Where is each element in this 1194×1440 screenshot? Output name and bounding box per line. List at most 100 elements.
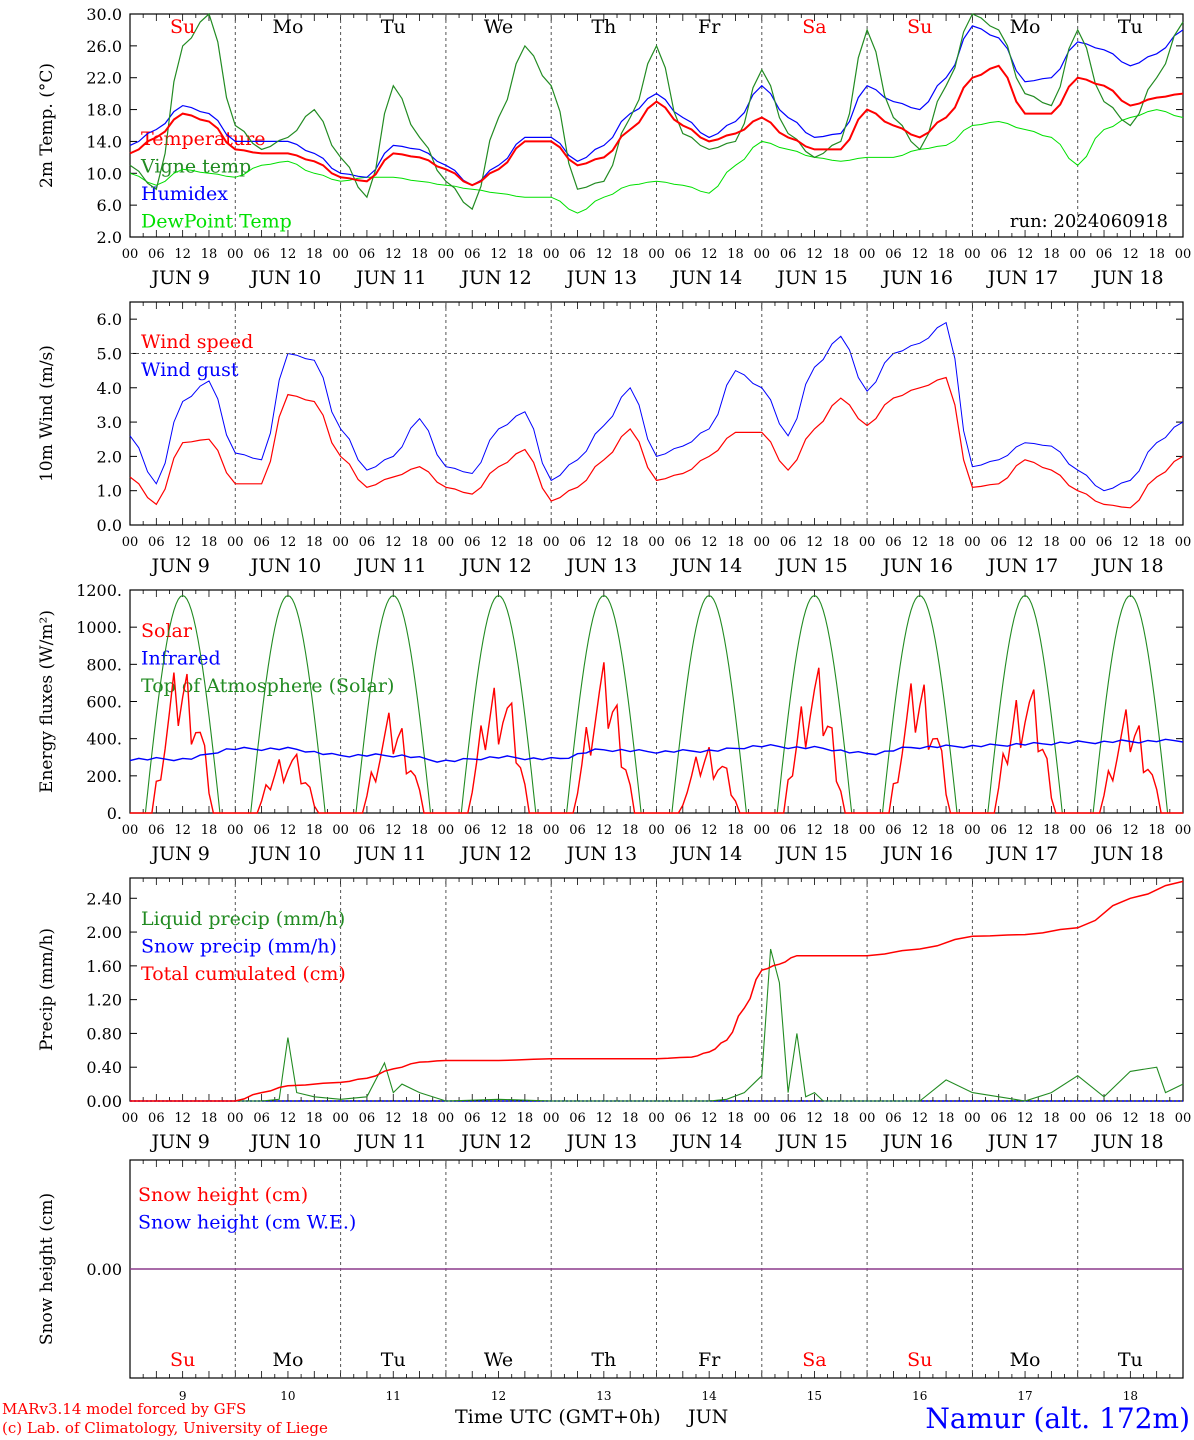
hour-tick-label: 06 (569, 823, 586, 838)
hour-tick-label: 06 (1096, 535, 1113, 550)
hour-tick-label: 00 (964, 1111, 981, 1126)
hour-tick-label: 06 (569, 1111, 586, 1126)
y-tick-label: 0.00 (86, 1260, 122, 1279)
hour-tick-label: 18 (201, 247, 218, 262)
hour-tick-label: 00 (438, 823, 455, 838)
hour-tick-label: 06 (148, 247, 165, 262)
hour-tick-label: 18 (517, 535, 534, 550)
series-line-wind-gust (129, 321, 1184, 492)
hour-tick-label: 06 (464, 535, 481, 550)
hour-tick-label: 00 (543, 823, 560, 838)
hour-tick-label: 06 (990, 1111, 1007, 1126)
day-label: JUN 15 (775, 555, 847, 577)
y-tick-label: 0.00 (86, 1092, 122, 1111)
y-tick-label: 0.0 (97, 516, 122, 535)
hour-tick-label: 06 (675, 823, 692, 838)
y-tick-label: 200. (86, 767, 122, 786)
y-tick-label: 26.0 (86, 37, 122, 56)
hour-tick-label: 12 (1122, 535, 1139, 550)
hour-tick-label: 00 (122, 247, 139, 262)
hour-tick-label: 00 (227, 1111, 244, 1126)
day-label: JUN 10 (249, 555, 321, 577)
hour-tick-label: 00 (859, 535, 876, 550)
hour-tick-label: 06 (1096, 823, 1113, 838)
hour-tick-label: 06 (464, 823, 481, 838)
weekday-label-top: Tu (1118, 16, 1143, 38)
day-number-label: 10 (280, 1389, 295, 1403)
weekday-label-bottom: Th (591, 1349, 616, 1371)
hour-tick-label: 18 (833, 823, 850, 838)
day-label: JUN 18 (1091, 1131, 1163, 1153)
hour-tick-label: 06 (990, 247, 1007, 262)
hour-tick-label: 00 (227, 247, 244, 262)
weekday-label-top: Tu (381, 16, 406, 38)
series-line-vigne-temp (129, 12, 1184, 211)
hour-tick-label: 00 (1069, 247, 1086, 262)
day-label: JUN 14 (670, 267, 742, 289)
hour-tick-label: 18 (306, 823, 323, 838)
legend-entry: Wind speed (141, 331, 253, 353)
hour-tick-label: 00 (1069, 823, 1086, 838)
hour-tick-label: 06 (1096, 247, 1113, 262)
hour-tick-label: 00 (438, 535, 455, 550)
day-label: JUN 9 (149, 843, 209, 865)
hour-tick-label: 00 (1175, 1111, 1192, 1126)
station-label: Namur (alt. 172m) (925, 1402, 1190, 1435)
hour-tick-label: 00 (332, 535, 349, 550)
day-label: JUN 12 (459, 1131, 531, 1153)
y-axis-label: Precip (mm/h) (37, 928, 57, 1051)
hour-tick-label: 12 (911, 247, 928, 262)
series-line-wind-speed (129, 376, 1184, 509)
hour-tick-label: 12 (701, 535, 718, 550)
hour-tick-label: 00 (122, 823, 139, 838)
hour-tick-label: 00 (648, 823, 665, 838)
hour-tick-label: 06 (359, 247, 376, 262)
hour-tick-label: 00 (648, 247, 665, 262)
hour-tick-label: 12 (174, 247, 191, 262)
legend-entry: Snow height (cm) (138, 1184, 308, 1206)
y-axis-label: Snow height (cm) (37, 1193, 57, 1345)
day-label: JUN 17 (986, 843, 1058, 865)
hour-tick-label: 12 (1017, 1111, 1034, 1126)
weekday-label-top: Fr (698, 16, 721, 38)
hour-tick-label: 06 (780, 247, 797, 262)
series-line-temperature (129, 64, 1184, 187)
y-tick-label: 1200. (76, 581, 122, 600)
hour-tick-label: 06 (148, 823, 165, 838)
weekday-label-bottom: Su (170, 1349, 195, 1371)
y-tick-label: 400. (86, 730, 122, 749)
hour-tick-label: 06 (253, 823, 270, 838)
legend-entry: Total cumulated (cm) (141, 963, 346, 985)
day-label: JUN 10 (249, 267, 321, 289)
day-number-label: 14 (702, 1389, 718, 1403)
weekday-label-bottom: Tu (1118, 1349, 1143, 1371)
hour-tick-label: 00 (438, 247, 455, 262)
hour-tick-label: 12 (596, 1111, 613, 1126)
day-label: JUN 11 (354, 555, 426, 577)
hour-tick-label: 12 (280, 247, 297, 262)
y-tick-label: 0.40 (86, 1058, 122, 1077)
hour-tick-label: 00 (859, 247, 876, 262)
y-tick-label: 30.0 (86, 5, 122, 24)
hour-tick-label: 06 (885, 823, 902, 838)
hour-tick-label: 12 (1122, 247, 1139, 262)
day-label: JUN 12 (459, 843, 531, 865)
weekday-label-bottom: Fr (698, 1349, 721, 1371)
hour-tick-label: 18 (622, 823, 639, 838)
hour-tick-label: 06 (464, 247, 481, 262)
hour-tick-label: 18 (411, 535, 428, 550)
weekday-label-top: Su (170, 16, 195, 38)
hour-tick-label: 12 (280, 1111, 297, 1126)
y-axis-label: Energy fluxes (W/m²) (37, 610, 57, 793)
hour-tick-label: 18 (517, 1111, 534, 1126)
day-number-label: 18 (1123, 1389, 1138, 1403)
hour-tick-label: 00 (543, 535, 560, 550)
day-label: JUN 16 (881, 555, 953, 577)
day-label: JUN 12 (459, 267, 531, 289)
hour-tick-label: 00 (754, 823, 771, 838)
hour-tick-label: 18 (938, 247, 955, 262)
y-tick-label: 1.0 (97, 482, 122, 501)
hour-tick-label: 12 (490, 1111, 507, 1126)
hour-tick-label: 06 (990, 823, 1007, 838)
